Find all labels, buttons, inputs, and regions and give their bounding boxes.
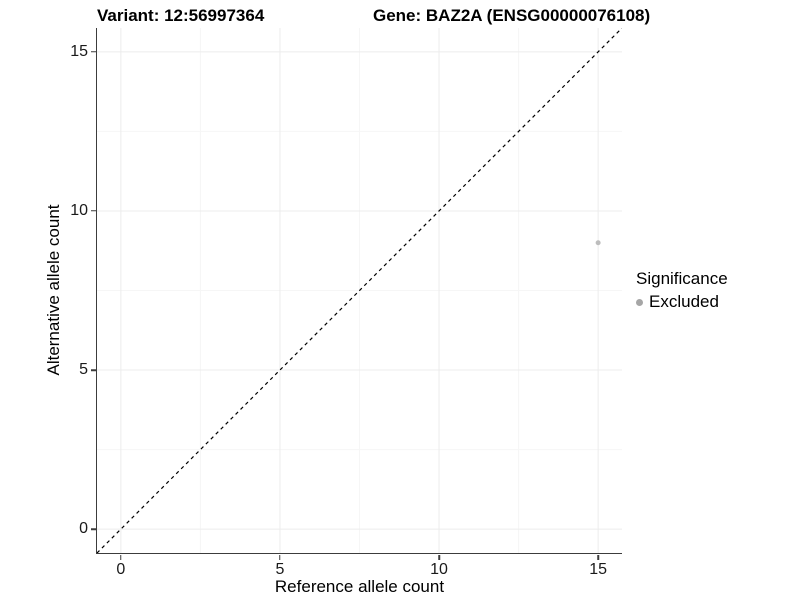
data-point (595, 240, 601, 246)
x-tick-mark (279, 554, 281, 560)
plot-panel (95, 28, 622, 554)
y-tick-label: 15 (70, 42, 88, 60)
y-tick-mark (90, 528, 96, 530)
legend-item-excluded: Excluded (636, 292, 728, 312)
chart-title-gene: Gene: BAZ2A (ENSG00000076108) (373, 6, 651, 25)
x-tick-mark (597, 554, 599, 560)
legend-title: Significance (636, 269, 728, 288)
y-tick-label: 10 (70, 201, 88, 219)
plot-canvas (96, 28, 622, 553)
y-axis-title: Alternative allele count (44, 204, 63, 376)
x-tick-mark (438, 554, 440, 560)
y-tick-label: 0 (79, 520, 88, 538)
x-tick-label: 10 (430, 561, 448, 578)
x-tick-label: 5 (275, 561, 285, 578)
y-tick-mark (90, 51, 96, 53)
y-tick-mark (90, 210, 96, 212)
legend-item-label: Excluded (649, 292, 719, 311)
legend-point-swatch (636, 298, 643, 306)
x-tick-label: 0 (116, 561, 126, 578)
identity-dashed-line (96, 28, 622, 553)
x-tick-label: 15 (589, 561, 608, 578)
x-tick-mark (120, 554, 122, 560)
legend: Significance Excluded (636, 269, 728, 312)
chart-title-variant: Variant: 12:56997364 (97, 6, 265, 25)
y-tick-label: 5 (79, 361, 88, 379)
x-axis-title: Reference allele count (274, 577, 445, 596)
y-tick-mark (90, 369, 96, 371)
